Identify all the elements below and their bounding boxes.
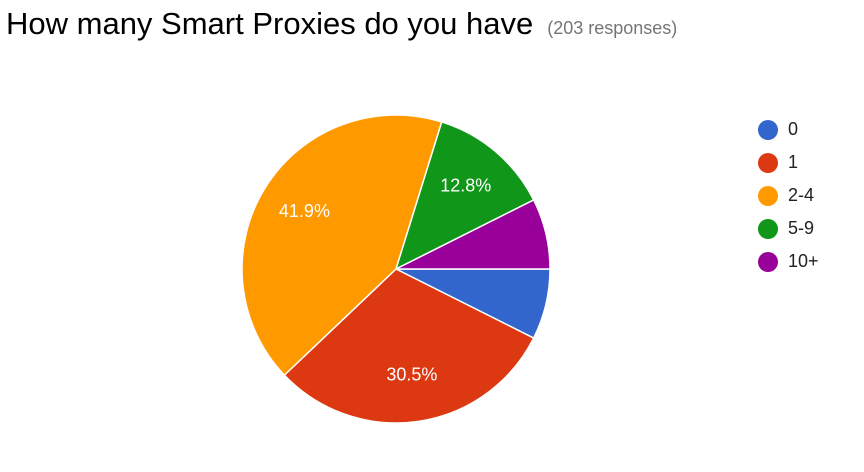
legend-label: 5-9 (788, 218, 815, 238)
response-count: (203 responses) (547, 18, 678, 38)
legend-label: 1 (788, 152, 799, 172)
legend-swatch (758, 251, 778, 272)
legend-label: 2-4 (788, 185, 815, 205)
pie-slice-2-4[interactable] (241, 114, 443, 377)
chart-title: How many Smart Proxies do you have (6, 6, 534, 41)
legend-item-10+[interactable]: 10+ (758, 245, 819, 278)
pie-slice-1[interactable] (283, 268, 535, 424)
legend-item-5-9[interactable]: 5-9 (758, 212, 819, 245)
legend-label: 0 (788, 119, 799, 139)
legend-swatch (758, 119, 778, 140)
legend-item-2-4[interactable]: 2-4 (758, 179, 819, 212)
legend-item-1[interactable]: 1 (758, 146, 819, 179)
legend-item-0[interactable]: 0 (758, 113, 819, 146)
slice-data-label-5-9: 12.8% (440, 176, 491, 196)
legend-label: 10+ (788, 251, 819, 271)
slice-data-label-2-4: 41.9% (279, 201, 330, 221)
legend-swatch (758, 218, 778, 239)
legend-swatch (758, 185, 778, 206)
pie-slice-10+[interactable] (395, 198, 551, 270)
chart-legend: 0 1 2-4 5-9 10+ (758, 113, 819, 278)
legend-swatch (758, 152, 778, 173)
pie-slice-5-9[interactable] (394, 121, 535, 271)
slice-data-label-1: 30.5% (386, 364, 437, 384)
chart-header: How many Smart Proxies do you have (203 … (6, 0, 677, 50)
